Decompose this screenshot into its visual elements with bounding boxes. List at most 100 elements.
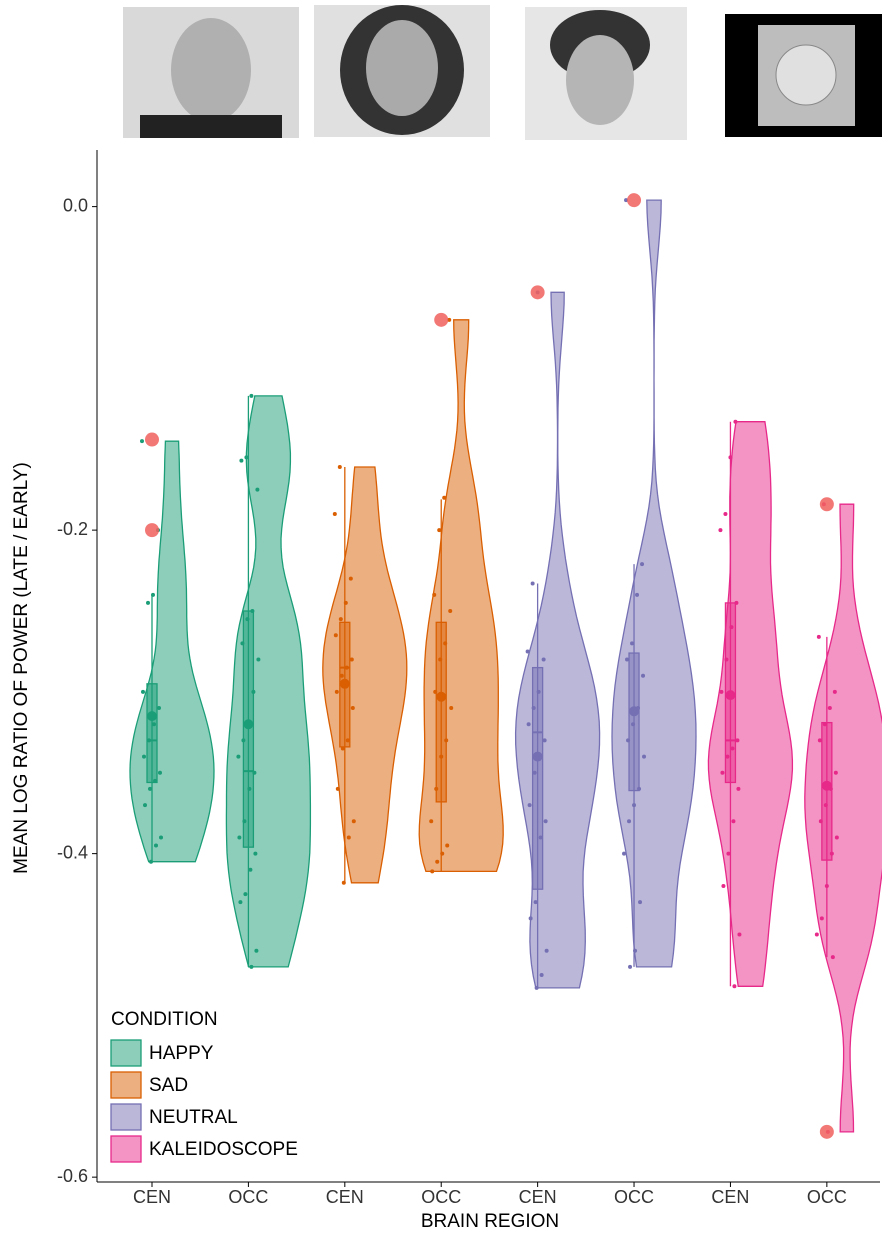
data-point xyxy=(725,754,730,759)
data-point xyxy=(444,738,449,743)
data-point xyxy=(539,972,544,977)
data-point xyxy=(244,455,249,460)
data-point xyxy=(635,592,640,597)
data-point xyxy=(728,455,733,460)
legend-key xyxy=(110,1135,142,1163)
data-point xyxy=(254,948,259,953)
data-point xyxy=(819,916,824,921)
data-point xyxy=(332,511,337,516)
data-point xyxy=(147,738,151,743)
data-point xyxy=(240,641,245,646)
legend-key xyxy=(110,1039,142,1067)
data-point xyxy=(818,819,823,824)
data-point xyxy=(340,746,345,751)
data-point xyxy=(447,317,452,322)
data-point xyxy=(429,819,434,824)
data-point xyxy=(345,738,350,743)
legend-label: NEUTRAL xyxy=(149,1107,238,1128)
y-tick-label: -0.2 xyxy=(57,519,88,539)
data-point xyxy=(735,738,740,743)
data-point xyxy=(633,948,638,953)
data-point xyxy=(158,770,162,775)
x-tick-label: OCC xyxy=(614,1187,654,1207)
data-point xyxy=(433,689,438,694)
data-point xyxy=(154,843,158,848)
x-tick-label: CEN xyxy=(519,1187,557,1207)
y-tick-label: -0.4 xyxy=(57,842,88,862)
data-point xyxy=(439,754,444,759)
mean xyxy=(436,691,447,702)
y-tick-label: 0.0 xyxy=(63,195,88,215)
x-tick-label: OCC xyxy=(228,1187,268,1207)
violin xyxy=(322,466,408,884)
mean xyxy=(629,706,640,717)
data-point xyxy=(531,706,536,711)
data-point xyxy=(247,786,252,791)
data-point xyxy=(445,843,450,848)
legend-key xyxy=(110,1103,142,1131)
data-point xyxy=(527,803,532,808)
data-point xyxy=(252,770,257,775)
data-point xyxy=(733,419,738,424)
data-point xyxy=(626,738,631,743)
data-point xyxy=(817,738,822,743)
data-point xyxy=(253,851,258,856)
data-point xyxy=(721,883,726,888)
x-tick-label: OCC xyxy=(807,1187,847,1207)
data-point xyxy=(153,778,157,783)
data-point xyxy=(435,859,440,864)
data-point xyxy=(237,835,242,840)
data-point xyxy=(542,738,547,743)
data-point xyxy=(638,900,643,905)
x-axis-title: BRAIN REGION xyxy=(421,1211,559,1232)
data-point xyxy=(351,819,356,824)
data-point xyxy=(720,770,725,775)
data-point xyxy=(834,835,839,840)
data-point xyxy=(627,819,632,824)
box xyxy=(821,721,833,861)
data-point xyxy=(833,770,838,775)
data-point xyxy=(541,657,546,662)
data-point xyxy=(250,609,255,614)
data-point xyxy=(628,964,633,969)
violin xyxy=(514,291,601,989)
mean xyxy=(821,780,832,791)
mean xyxy=(339,678,350,689)
data-point xyxy=(333,633,338,638)
violin xyxy=(225,395,312,968)
data-point xyxy=(642,754,647,759)
outlier xyxy=(819,1124,834,1139)
data-point xyxy=(238,900,243,905)
data-point xyxy=(525,649,530,654)
data-point xyxy=(543,819,548,824)
data-point xyxy=(430,869,435,874)
data-point xyxy=(442,495,447,500)
data-point xyxy=(149,859,153,864)
data-point xyxy=(243,892,248,897)
y-tick-label: -0.6 xyxy=(57,1166,88,1186)
x-tick-label: CEN xyxy=(133,1187,171,1207)
mean xyxy=(243,719,254,730)
data-point xyxy=(249,964,254,969)
data-point xyxy=(734,600,739,605)
data-point xyxy=(256,657,261,662)
box xyxy=(146,683,158,784)
violin xyxy=(418,319,504,873)
data-point xyxy=(526,722,531,727)
data-point xyxy=(349,657,354,662)
data-point xyxy=(732,984,737,989)
data-point xyxy=(338,617,343,622)
data-point xyxy=(624,198,629,203)
data-point xyxy=(337,465,342,470)
data-point xyxy=(736,786,741,791)
data-point xyxy=(640,562,645,567)
data-point xyxy=(449,706,454,711)
data-point xyxy=(249,393,254,398)
data-point xyxy=(530,581,535,586)
data-point xyxy=(140,439,144,444)
data-point xyxy=(631,722,636,727)
box xyxy=(435,621,447,803)
data-point xyxy=(344,665,349,670)
data-point xyxy=(814,932,819,937)
